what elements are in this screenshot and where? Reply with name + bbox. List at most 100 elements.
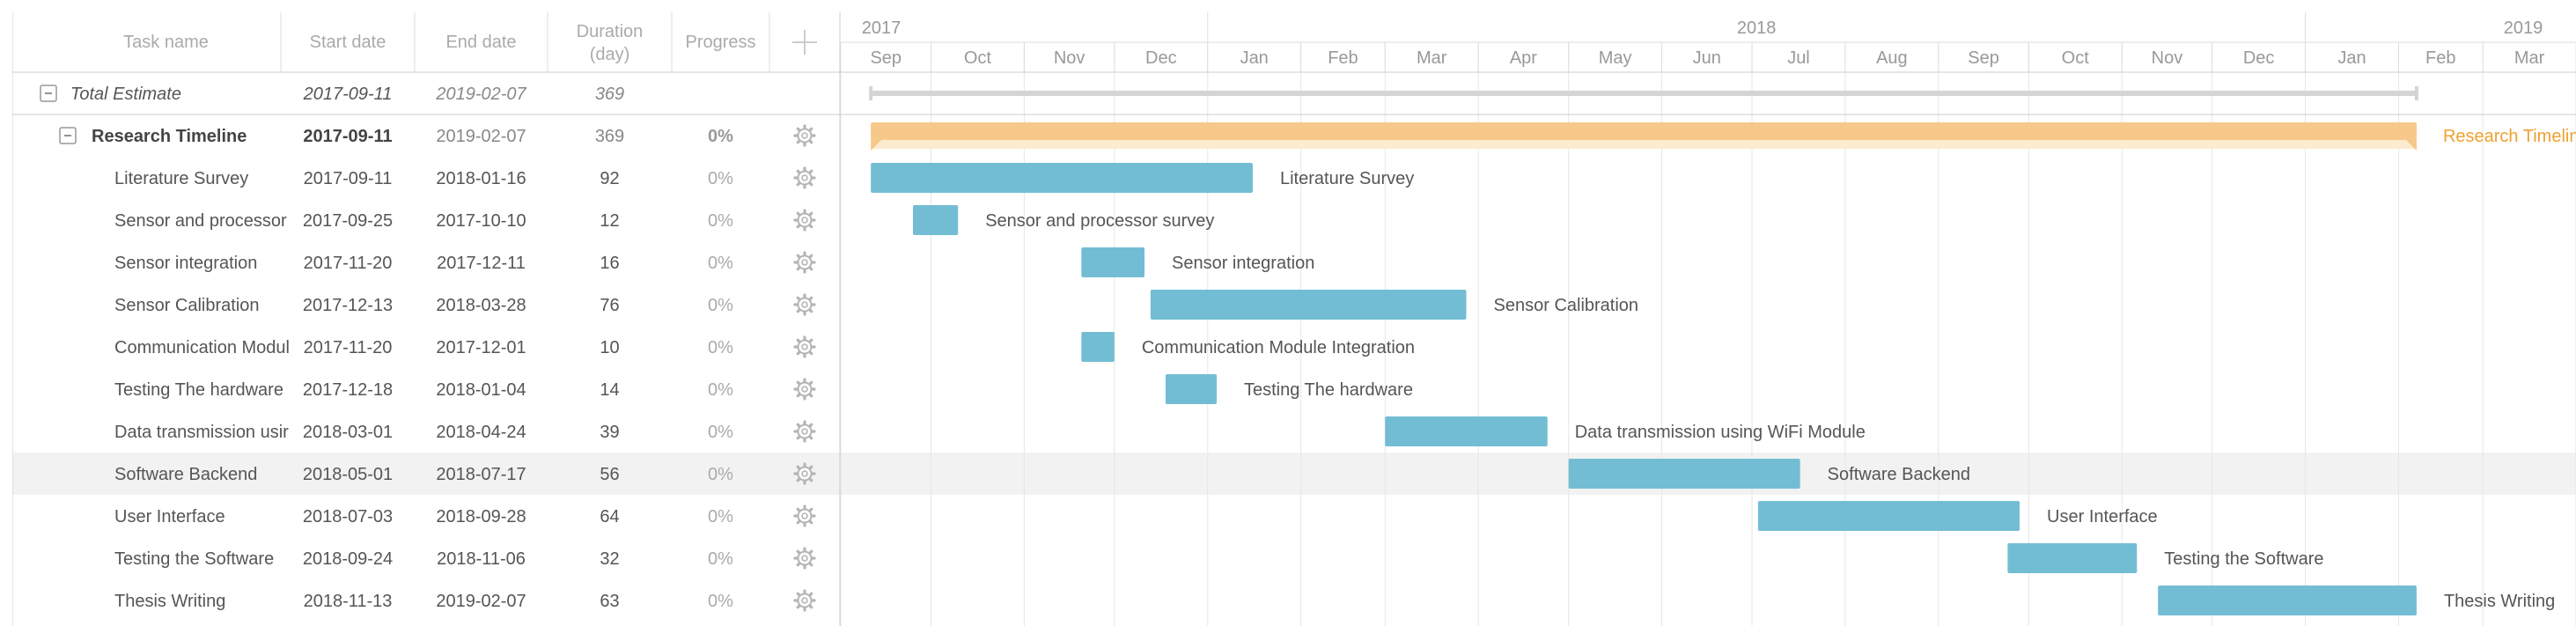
task-bar[interactable] [912, 205, 959, 235]
task-progress: 0% [708, 592, 733, 611]
summary-bar-end-cap [2414, 86, 2418, 100]
task-bar-label: Communication Module Integration [1142, 338, 1415, 357]
minus-box-icon[interactable] [59, 127, 77, 144]
timeline-year-2019: 2019 [2504, 18, 2543, 38]
task-bar[interactable] [1385, 416, 1548, 446]
task-name[interactable]: Thesis Writing [114, 592, 225, 611]
gear-icon[interactable] [793, 420, 816, 443]
task-name[interactable]: Testing The hardware [114, 380, 283, 400]
task-bar-label: Testing the Software [2164, 549, 2323, 569]
project-bar-label: Research Timeline [2443, 127, 2576, 146]
gear-hole [801, 174, 808, 181]
summary-duration: 369 [595, 85, 624, 104]
gear-icon[interactable] [793, 504, 816, 527]
task-bar-label: Literature Survey [1280, 169, 1414, 188]
task-bar[interactable] [1757, 501, 2020, 531]
task-bar[interactable] [2158, 585, 2417, 615]
gear-hole [801, 132, 808, 139]
task-bar[interactable] [2007, 543, 2138, 573]
task-name[interactable]: Sensor integration [114, 254, 257, 273]
gear-body [797, 297, 813, 313]
gantt-chart: Task name Start date End date Duration (day)… [12, 12, 2576, 626]
task-name[interactable]: Data transmission usir [114, 423, 289, 442]
project-name[interactable]: Research Timeline [92, 127, 247, 146]
gear-icon[interactable] [793, 293, 816, 316]
task-bar[interactable] [1081, 247, 1145, 277]
task-row[interactable]: Testing the Software 2018-09-24 2018-11-06… [114, 547, 816, 570]
task-name[interactable]: Sensor Calibration [114, 296, 260, 315]
gear-icon[interactable] [793, 589, 816, 612]
task-name[interactable]: User Interface [114, 507, 225, 527]
gear-icon[interactable] [793, 251, 816, 274]
task-bar[interactable] [1165, 374, 1217, 404]
task-progress: 0% [708, 254, 733, 273]
timeline-month-dec: Dec [1145, 48, 1177, 68]
task-row[interactable]: Communication Modul 2017-11-20 2017-12-01 1… [114, 335, 816, 358]
gear-icon[interactable] [793, 124, 816, 147]
task-progress: 0% [708, 549, 733, 569]
task-bar[interactable] [1568, 459, 1800, 489]
gear-hole [801, 386, 808, 393]
gear-body [797, 170, 813, 186]
gear-hole [801, 428, 808, 435]
gear-body [797, 128, 813, 144]
col-header-end-date[interactable]: End date [445, 33, 516, 52]
task-row[interactable]: Thesis Writing 2018-11-13 2019-02-07 63 0% [114, 589, 816, 612]
project-bar[interactable] [871, 122, 2417, 140]
timeline-month-nov: Nov [1054, 48, 1086, 68]
gear-icon[interactable] [793, 335, 816, 358]
task-progress: 0% [708, 296, 733, 315]
task-start-date: 2017-12-18 [303, 380, 393, 400]
task-name[interactable]: Testing the Software [114, 549, 274, 569]
task-row[interactable]: Sensor integration 2017-11-20 2017-12-11 16… [114, 251, 816, 274]
gear-hole [801, 343, 808, 350]
task-duration: 76 [600, 296, 619, 315]
gear-icon[interactable] [793, 462, 816, 485]
task-row[interactable]: User Interface 2018-07-03 2018-09-28 64 0% [114, 504, 816, 527]
summary-name[interactable]: Total Estimate [70, 85, 181, 104]
col-header-progress[interactable]: Progress [685, 33, 755, 52]
minus-box-icon[interactable] [40, 85, 57, 102]
task-progress: 0% [708, 423, 733, 442]
plus-icon[interactable] [792, 30, 817, 55]
task-duration: 92 [600, 169, 619, 188]
task-bar-label: Sensor and processor survey [985, 211, 1214, 231]
gear-body [797, 381, 813, 397]
task-start-date: 2018-03-01 [303, 423, 393, 442]
gear-icon[interactable] [793, 378, 816, 401]
timeline-year-2017: 2017 [862, 18, 902, 38]
task-bar[interactable] [871, 163, 1253, 193]
task-progress: 0% [708, 380, 733, 400]
task-name[interactable]: Software Backend [114, 465, 257, 484]
task-row[interactable]: Testing The hardware 2017-12-18 2018-01-04… [114, 378, 816, 401]
task-row[interactable]: Literature Survey 2017-09-11 2018-01-16 92 0… [114, 166, 816, 189]
task-row[interactable]: Sensor Calibration 2017-12-13 2018-03-28 76… [114, 293, 816, 316]
task-start-date: 2018-09-24 [303, 549, 393, 569]
task-name[interactable]: Sensor and processor [114, 211, 287, 231]
col-header-task-name[interactable]: Task name [123, 33, 209, 52]
task-end-date: 2017-12-01 [436, 338, 526, 357]
task-row[interactable]: Data transmission usir 2018-03-01 2018-04-… [114, 420, 816, 443]
col-header-start-date[interactable]: Start date [310, 33, 386, 52]
gear-icon[interactable] [793, 209, 816, 232]
gear-hole [801, 259, 808, 266]
summary-bar[interactable] [871, 91, 2417, 96]
timeline-month-apr: Apr [1510, 48, 1537, 68]
task-name[interactable]: Literature Survey [114, 169, 248, 188]
task-name[interactable]: Communication Modul [114, 338, 290, 357]
task-end-date: 2018-03-28 [436, 296, 526, 315]
col-header-duration[interactable]: Duration [577, 22, 644, 41]
row-highlight [12, 453, 2576, 495]
task-duration: 14 [600, 380, 619, 400]
task-duration: 32 [600, 549, 619, 569]
gear-icon[interactable] [793, 547, 816, 570]
gear-body [797, 339, 813, 355]
task-start-date: 2018-07-03 [303, 507, 393, 527]
task-row[interactable]: Software Backend 2018-05-01 2018-07-17 56 0% [114, 462, 816, 485]
gear-icon[interactable] [793, 166, 816, 189]
gear-body [797, 466, 813, 482]
task-bar[interactable] [1081, 332, 1115, 362]
task-row[interactable]: Sensor and processor 2017-09-25 2017-10-10… [114, 209, 816, 232]
task-start-date: 2017-11-20 [304, 338, 393, 357]
task-bar[interactable] [1150, 290, 1467, 320]
